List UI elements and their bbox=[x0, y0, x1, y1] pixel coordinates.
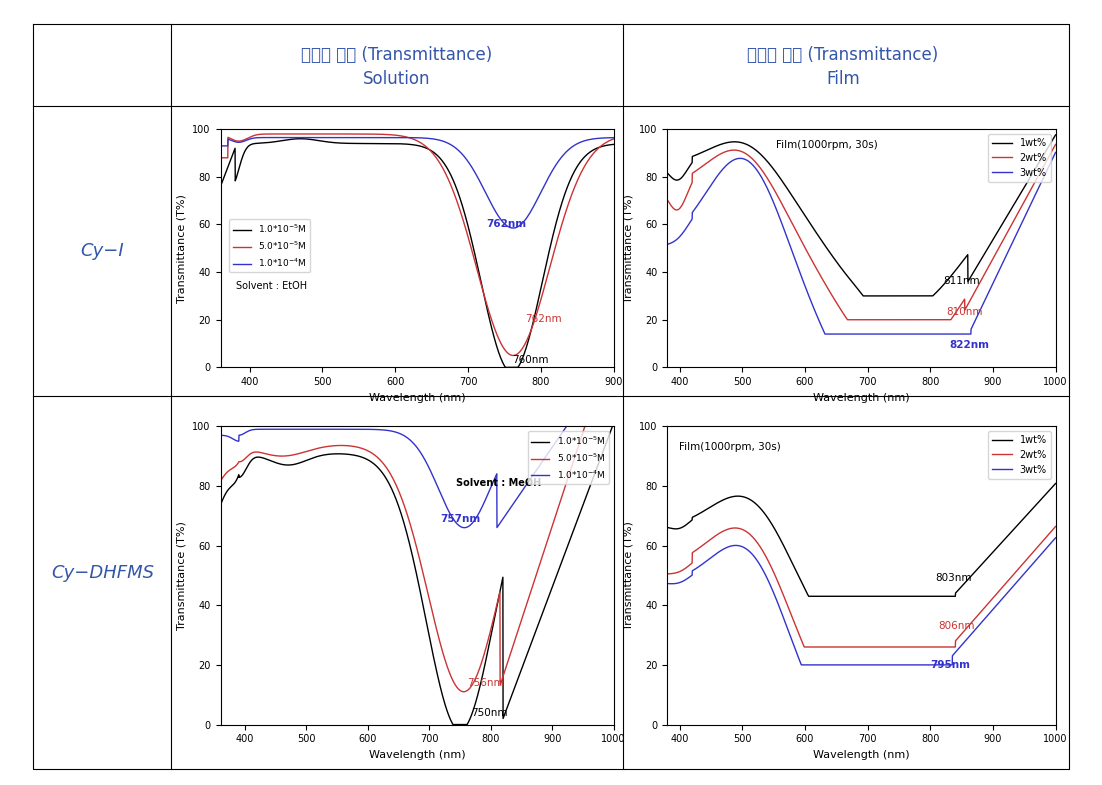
Text: 811nm: 811nm bbox=[943, 276, 980, 286]
Text: Solution: Solution bbox=[363, 70, 431, 87]
Text: 810nm: 810nm bbox=[946, 307, 983, 317]
Text: 762nm: 762nm bbox=[525, 314, 561, 324]
Legend: 1wt%, 2wt%, 3wt%: 1wt%, 2wt%, 3wt% bbox=[988, 134, 1050, 181]
X-axis label: Wavelength (nm): Wavelength (nm) bbox=[813, 750, 910, 760]
X-axis label: Wavelength (nm): Wavelength (nm) bbox=[369, 392, 465, 403]
Text: Cy−DHFMS: Cy−DHFMS bbox=[51, 564, 154, 582]
Y-axis label: Transmittance (T%): Transmittance (T%) bbox=[176, 194, 187, 303]
X-axis label: Wavelength (nm): Wavelength (nm) bbox=[813, 392, 910, 403]
Text: 투과도 측정 (Transmittance): 투과도 측정 (Transmittance) bbox=[301, 46, 493, 64]
Text: Solvent : MeOH: Solvent : MeOH bbox=[456, 478, 541, 488]
Text: 806nm: 806nm bbox=[938, 621, 974, 631]
Text: Film(1000rpm, 30s): Film(1000rpm, 30s) bbox=[776, 141, 877, 150]
Legend: 1wt%, 2wt%, 3wt%: 1wt%, 2wt%, 3wt% bbox=[988, 431, 1050, 479]
Y-axis label: Transmittance (T%): Transmittance (T%) bbox=[624, 194, 634, 303]
Y-axis label: Transmittance (T%): Transmittance (T%) bbox=[176, 521, 187, 630]
Text: 795nm: 795nm bbox=[930, 660, 970, 670]
Legend: 1.0*10$^{-5}$M, 5.0*10$^{-5}$M, 1.0*10$^{-4}$M: 1.0*10$^{-5}$M, 5.0*10$^{-5}$M, 1.0*10$^… bbox=[528, 431, 609, 484]
Text: 756nm: 756nm bbox=[467, 677, 504, 688]
Text: Film(1000rpm, 30s): Film(1000rpm, 30s) bbox=[679, 442, 780, 452]
Text: Film: Film bbox=[826, 70, 860, 87]
X-axis label: Wavelength (nm): Wavelength (nm) bbox=[369, 750, 465, 760]
Text: 760nm: 760nm bbox=[511, 355, 548, 364]
Y-axis label: Transmittance (T%): Transmittance (T%) bbox=[624, 521, 634, 630]
Text: Cy−I: Cy−I bbox=[80, 243, 125, 260]
Text: Solvent : EtOH: Solvent : EtOH bbox=[236, 281, 307, 290]
Text: 757nm: 757nm bbox=[441, 513, 480, 524]
Text: 투과도 측정 (Transmittance): 투과도 측정 (Transmittance) bbox=[747, 46, 939, 64]
Text: 750nm: 750nm bbox=[471, 707, 508, 717]
Text: 803nm: 803nm bbox=[936, 573, 972, 583]
Text: 822nm: 822nm bbox=[949, 341, 990, 350]
Legend: 1.0*10$^{-5}$M, 5.0*10$^{-5}$M, 1.0*10$^{-4}$M: 1.0*10$^{-5}$M, 5.0*10$^{-5}$M, 1.0*10$^… bbox=[229, 219, 311, 272]
Text: 762nm: 762nm bbox=[486, 219, 527, 229]
